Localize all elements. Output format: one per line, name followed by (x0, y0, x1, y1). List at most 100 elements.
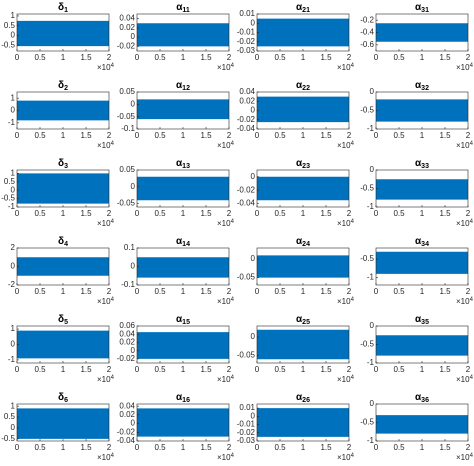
y-tick-label: 0.1 (124, 243, 136, 252)
y-tick-label: -0.02 (237, 37, 256, 46)
x-tick-label: 0 (15, 53, 20, 62)
panel-title: α31 (415, 2, 429, 14)
panel-title: α24 (296, 236, 310, 248)
y-tick-label: -0.1 (121, 124, 135, 133)
y-tick-label: 1 (11, 324, 16, 333)
y-tick-label: -0.04 (237, 199, 256, 208)
x-scale-base: ×10 (337, 63, 351, 72)
x-tick-label: 0 (15, 131, 20, 140)
x-scale-base: ×10 (456, 141, 470, 150)
y-tick-label: -2 (8, 280, 16, 289)
panel: α36 -1 -0.5 0 0 0.5 1 1.5 2×104 (360, 392, 473, 462)
x-tick-label: 0.5 (34, 287, 46, 296)
y-tick-label: 0 (251, 172, 256, 181)
panel-title: α32 (415, 80, 429, 92)
x-tick-label: 0.5 (393, 287, 405, 296)
x-tick-label: 1 (181, 365, 186, 374)
panel-title: α12 (176, 80, 190, 92)
title-sub: 22 (302, 85, 310, 92)
trace-band (137, 257, 229, 278)
y-tick-label: 0 (131, 32, 136, 41)
x-scale-sup: 4 (231, 141, 235, 147)
panel-title: α36 (415, 392, 429, 404)
title-base: δ (58, 236, 64, 247)
plot-area (137, 408, 229, 437)
x-tick-label: 0 (135, 365, 140, 374)
x-scale-base: ×10 (97, 297, 111, 306)
x-tick-label: 2 (466, 365, 471, 374)
x-tick-label: 2 (466, 287, 471, 296)
plot-area (257, 255, 349, 278)
panel-title: α34 (415, 236, 429, 248)
x-scale-sup: 4 (470, 141, 474, 147)
x-tick-label: 1.5 (439, 287, 451, 296)
x-scale-sup: 4 (470, 63, 474, 69)
trace-band (137, 176, 229, 201)
y-tick-label: -0.01 (237, 28, 256, 37)
title-sub: 35 (421, 319, 429, 326)
x-scale-label: ×104 (97, 297, 115, 307)
x-scale-base: ×10 (456, 453, 470, 462)
x-tick-label: 1 (301, 209, 306, 218)
y-tick-label: -1 (367, 124, 375, 133)
x-tick-label: 2 (466, 209, 471, 218)
y-tick-label: -0.04 (117, 436, 136, 445)
title-sub: 1 (64, 7, 68, 14)
y-tick-label: 1 (11, 401, 16, 410)
x-scale-base: ×10 (337, 375, 351, 384)
y-tick-label: 0.02 (119, 410, 135, 419)
y-tick-label: 0 (251, 411, 256, 420)
trace-band (376, 99, 468, 122)
trace-band (257, 176, 349, 201)
plot-area (137, 23, 229, 47)
x-tick-label: 2 (107, 443, 112, 452)
x-tick-label: 2 (347, 131, 352, 140)
y-tick-label: 0 (131, 419, 136, 428)
title-base: α (296, 236, 303, 247)
x-tick-label: 0.5 (34, 209, 46, 218)
x-scale-label: ×104 (217, 453, 235, 463)
panel-title: α14 (176, 236, 190, 248)
x-scale-label: ×104 (337, 375, 355, 385)
trace-band (257, 255, 349, 278)
title-sub: 3 (64, 163, 68, 170)
panel: α32 -1 -0.5 0 0 0.5 1 1.5 2×104 (360, 80, 473, 150)
title-sub: 31 (421, 7, 429, 14)
plot-area (17, 330, 109, 359)
x-tick-label: 1 (301, 53, 306, 62)
x-tick-label: 0.5 (154, 53, 166, 62)
y-tick-label: 0.02 (239, 96, 255, 105)
x-tick-label: 1.5 (439, 209, 451, 218)
panel: α12 -0.1 -0.05 0 0.05 0 0.5 1 1.5 2×104 (117, 80, 235, 150)
x-scale-base: ×10 (217, 219, 231, 228)
x-tick-label: 1.5 (320, 53, 332, 62)
plot-area (376, 99, 468, 122)
x-tick-label: 0 (374, 131, 379, 140)
panel-title: α16 (176, 392, 190, 404)
x-tick-label: 0.5 (274, 365, 286, 374)
title-base: α (296, 80, 303, 91)
x-tick-label: 0 (135, 209, 140, 218)
x-tick-label: 1.5 (439, 53, 451, 62)
x-tick-label: 0 (135, 131, 140, 140)
y-tick-label: -0.05 (237, 351, 256, 360)
panel-title: α23 (296, 158, 310, 170)
title-sub: 25 (302, 319, 310, 326)
x-tick-label: 1.5 (80, 53, 92, 62)
x-scale-sup: 4 (111, 297, 115, 303)
y-tick-label: -0.6 (360, 40, 374, 49)
panel: α35 -1 -0.5 0 0 0.5 1 1.5 2×104 (360, 314, 473, 384)
x-tick-label: 0.5 (393, 443, 405, 452)
x-scale-sup: 4 (111, 63, 115, 69)
plot-area (17, 20, 109, 47)
y-tick-label: -0.2 (360, 15, 374, 24)
x-scale-sup: 4 (231, 219, 235, 225)
x-tick-label: 1 (181, 131, 186, 140)
x-tick-label: 1.5 (80, 443, 92, 452)
title-base: α (415, 2, 422, 13)
y-tick-label: 1 (11, 11, 16, 20)
x-tick-label: 1 (181, 209, 186, 218)
